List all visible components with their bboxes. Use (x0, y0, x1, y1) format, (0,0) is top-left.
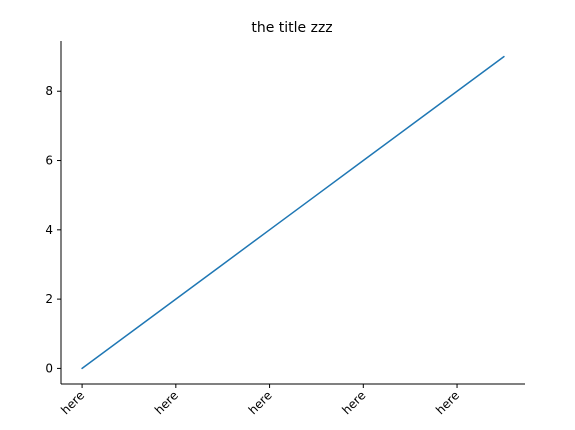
x-tick-label: here (246, 388, 275, 417)
x-tick-label: here (433, 388, 462, 417)
x-tick-label: here (152, 388, 181, 417)
y-tick-label: 8 (45, 84, 53, 98)
y-tick-label: 2 (45, 292, 53, 306)
y-tick-label: 6 (45, 154, 53, 168)
y-tick-label: 0 (45, 361, 53, 375)
x-tick-label: here (339, 388, 368, 417)
x-tick-label: here (58, 388, 87, 417)
series-line (81, 55, 505, 370)
chart-title: the title zzz (251, 20, 332, 36)
y-tick-label: 4 (45, 223, 53, 237)
plot-area: 0 2 4 6 8 here here here here here (45, 41, 525, 417)
